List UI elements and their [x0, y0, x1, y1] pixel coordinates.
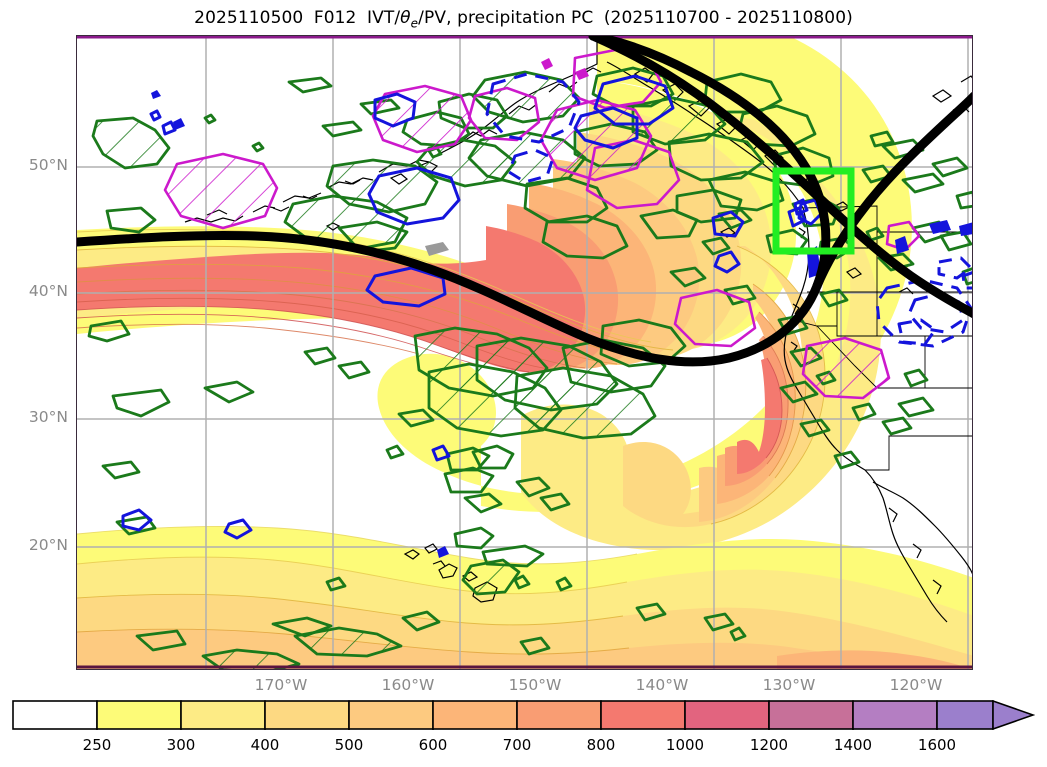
cbar-seg-1 [96, 700, 182, 730]
map-canvas [77, 36, 972, 669]
xtick-160w: 160°W [381, 676, 435, 694]
title-init-time: 2025110500 [194, 8, 304, 28]
cbar-tick-800: 800 [586, 736, 616, 754]
cbar-seg-8 [684, 700, 770, 730]
ytick-30n: 30°N [28, 408, 68, 426]
ytick-50n: 50°N [28, 156, 68, 174]
cbar-seg-9 [768, 700, 854, 730]
cbar-tick-600: 600 [418, 736, 448, 754]
cbar-seg-4 [348, 700, 434, 730]
cbar-tick-300: 300 [166, 736, 196, 754]
cbar-seg-3 [264, 700, 350, 730]
title-lead: F012 [313, 8, 357, 28]
cbar-tick-1400: 1400 [833, 736, 873, 754]
cbar-seg-10 [852, 700, 938, 730]
ytick-40n: 40°N [28, 282, 68, 300]
xtick-140w: 140°W [635, 676, 689, 694]
xtick-170w: 170°W [254, 676, 308, 694]
theta-e-contours [77, 36, 972, 669]
region-of-interest-box[interactable] [772, 167, 855, 255]
title-theta-subscript: e [410, 16, 419, 31]
cbar-tick-1000: 1000 [665, 736, 705, 754]
title-theta: θ [400, 8, 411, 28]
title-fields-pre: IVT/ [367, 8, 401, 28]
ytick-20n: 20°N [28, 536, 68, 554]
cbar-tick-250: 250 [82, 736, 112, 754]
cbar-seg-6 [516, 700, 602, 730]
colorbar-swatches [12, 700, 1035, 730]
cbar-seg-7 [600, 700, 686, 730]
xtick-120w: 120°W [889, 676, 943, 694]
cbar-extend-arrow [992, 700, 1035, 730]
cbar-tick-500: 500 [334, 736, 364, 754]
colorbar[interactable] [12, 700, 1035, 730]
cbar-tick-1600: 1600 [917, 736, 957, 754]
cbar-seg-11 [936, 700, 994, 730]
cbar-tick-1200: 1200 [749, 736, 789, 754]
map-plot-area[interactable] [76, 35, 973, 670]
cbar-tick-700: 700 [502, 736, 532, 754]
xtick-150w: 150°W [508, 676, 562, 694]
title-fields-post: /PV, precipitation PC [418, 8, 594, 28]
cbar-seg-2 [180, 700, 266, 730]
cbar-seg-5 [432, 700, 518, 730]
cbar-seg-0 [12, 700, 98, 730]
title-valid-window: (2025110700 - 2025110800) [603, 8, 853, 28]
page-title: 2025110500 F012 IVT/θe/PV, precipitation… [0, 8, 1047, 30]
pv-anomaly-contours [121, 72, 972, 558]
cbar-tick-400: 400 [250, 736, 280, 754]
xtick-130w: 130°W [762, 676, 816, 694]
